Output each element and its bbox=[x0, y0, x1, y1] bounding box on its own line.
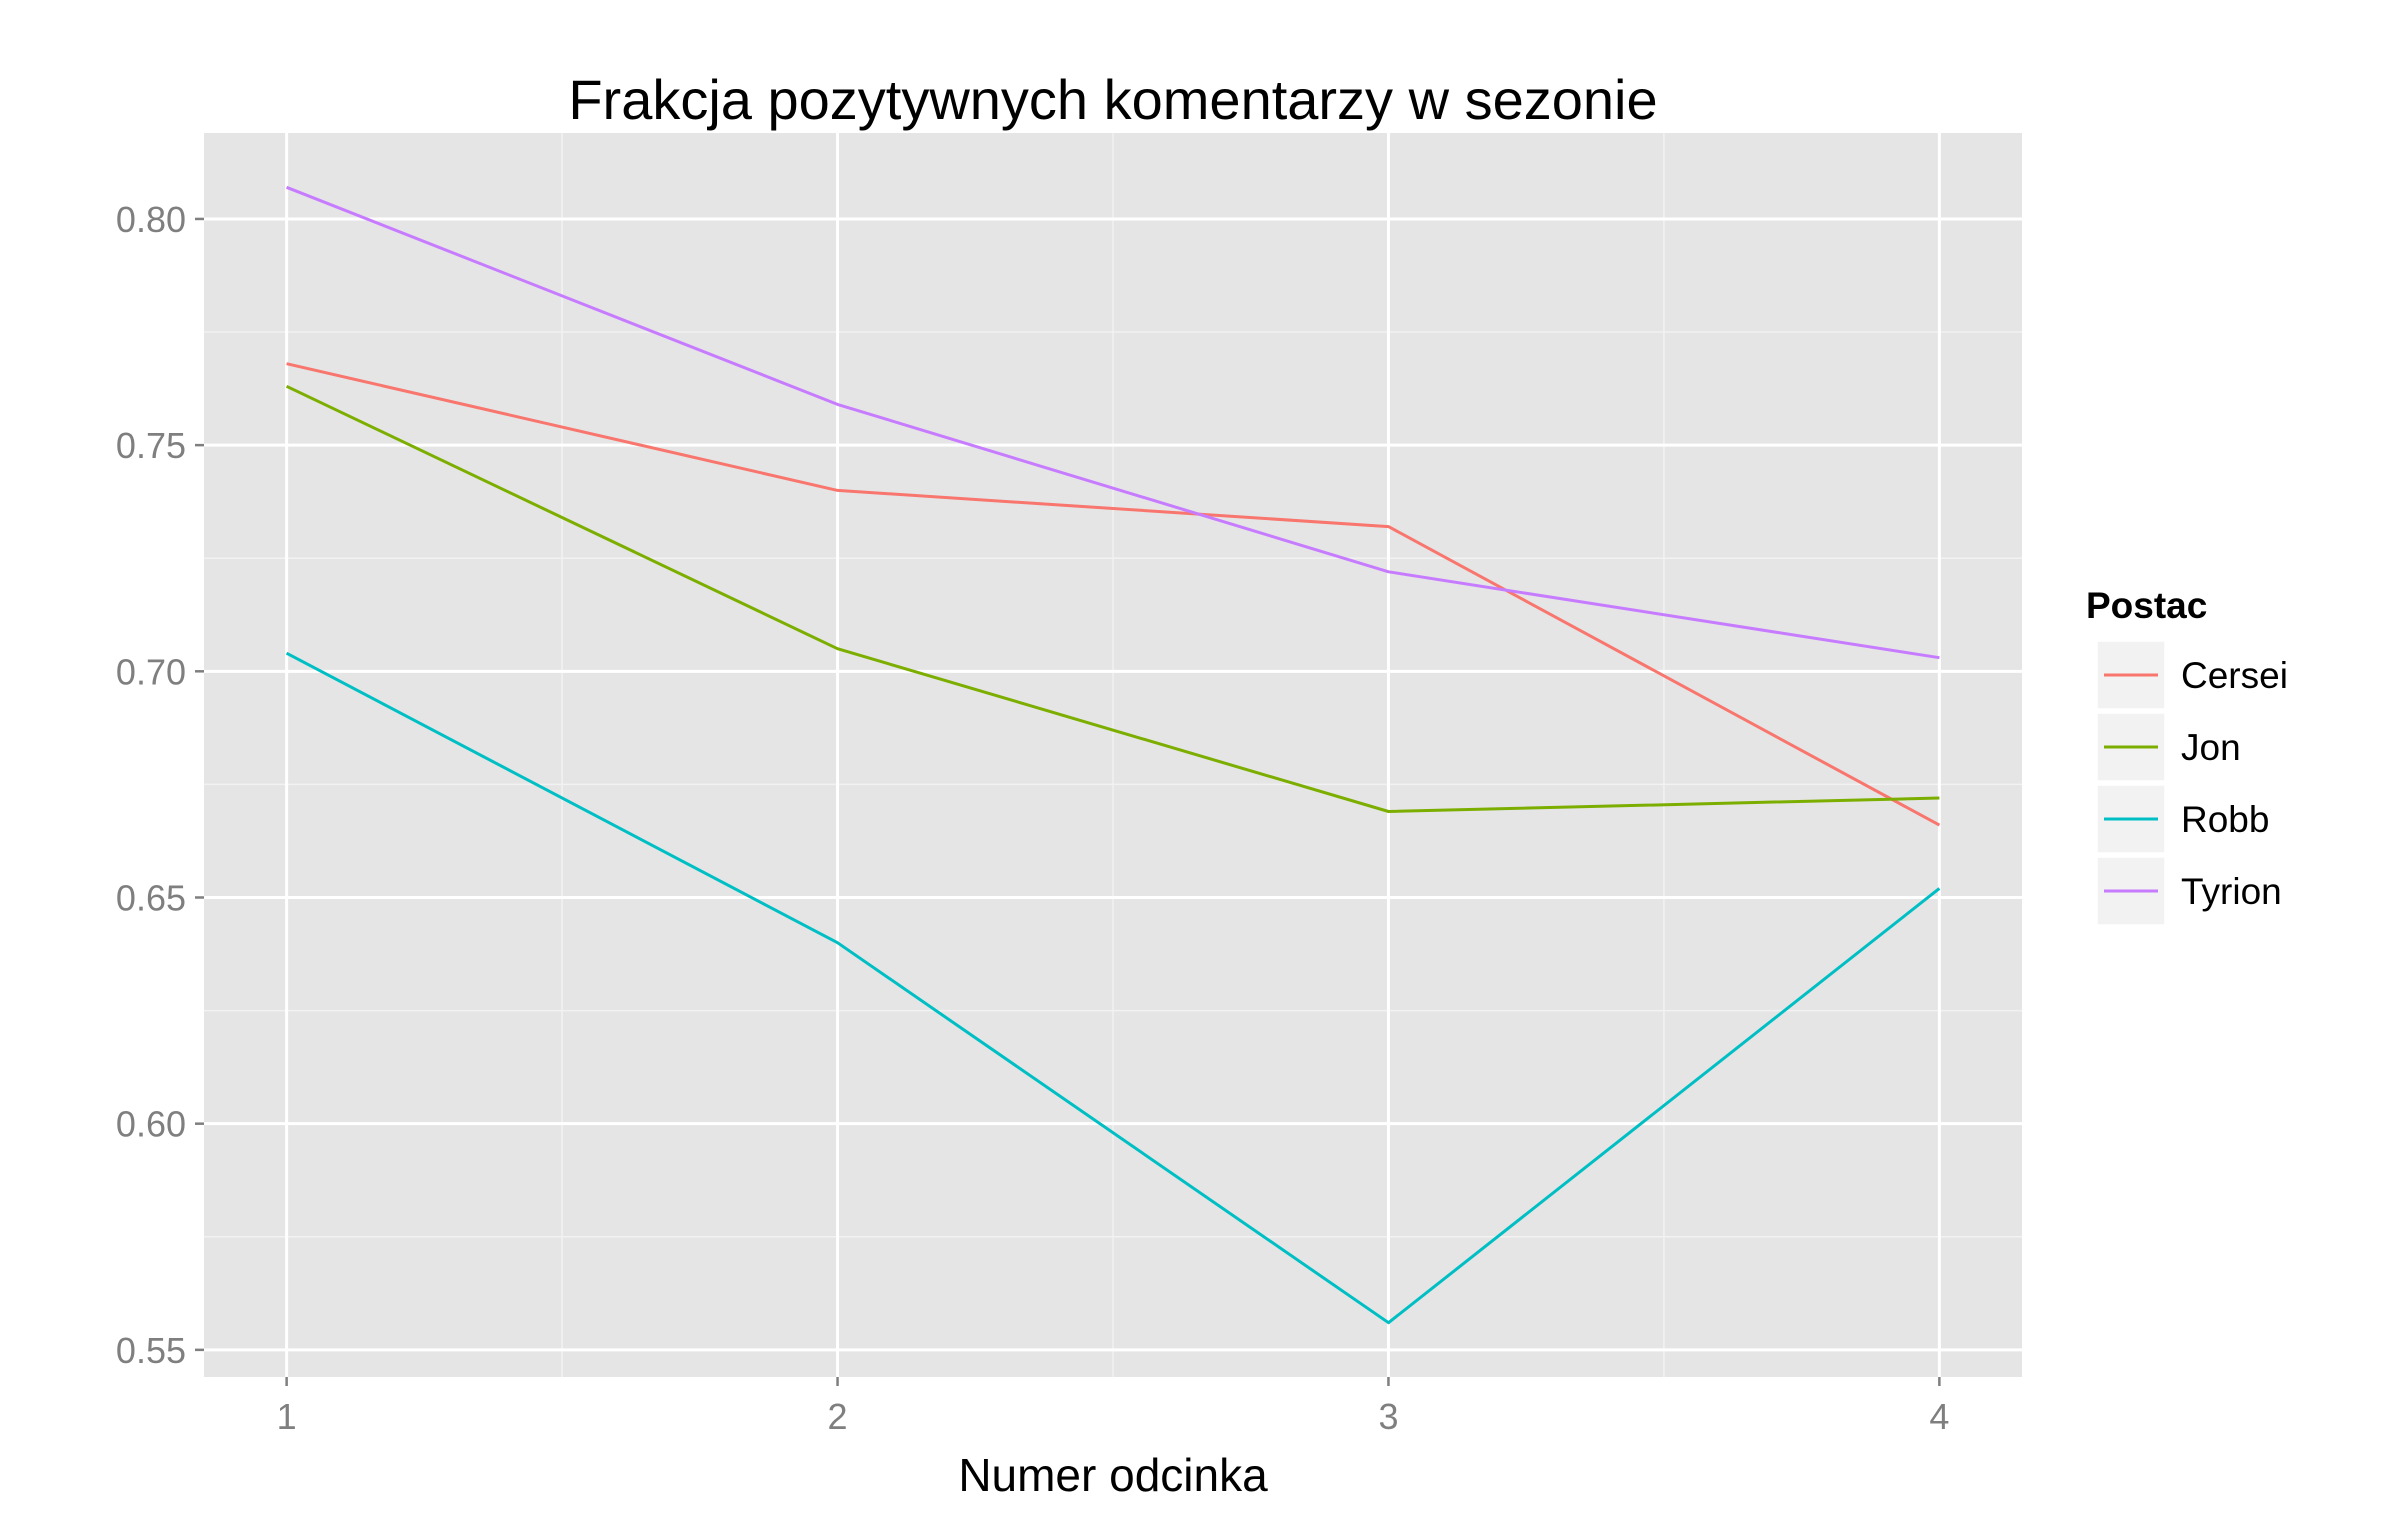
y-tick-label: 0.65 bbox=[116, 877, 186, 918]
minor-gridlines bbox=[204, 133, 2022, 1377]
series-line-jon bbox=[285, 384, 1940, 813]
x-tick-label: 2 bbox=[828, 1396, 848, 1437]
series-lines bbox=[285, 185, 1941, 1325]
x-axis-ticks: 1 2 3 4 bbox=[277, 1377, 1949, 1437]
y-tick-label: 0.80 bbox=[116, 199, 186, 240]
y-tick-label: 0.55 bbox=[116, 1330, 186, 1371]
x-tick-label: 3 bbox=[1378, 1396, 1398, 1437]
series-line-robb bbox=[285, 651, 1941, 1325]
x-axis-label: Numer odcinka bbox=[958, 1449, 1268, 1501]
y-tick-label: 0.70 bbox=[116, 651, 186, 692]
y-axis-ticks: 0.55 0.60 0.65 0.70 0.75 0.80 bbox=[116, 199, 204, 1371]
legend-label-robb: Robb bbox=[2181, 799, 2269, 840]
legend-label-cersei: Cersei bbox=[2181, 655, 2288, 696]
x-tick-label: 4 bbox=[1929, 1396, 1949, 1437]
y-tick-label: 0.60 bbox=[116, 1104, 186, 1145]
legend: Postac Cersei Jon Robb Tyrion bbox=[2086, 585, 2288, 926]
x-tick-label: 1 bbox=[277, 1396, 297, 1437]
legend-label-jon: Jon bbox=[2181, 727, 2241, 768]
major-gridlines bbox=[204, 133, 2022, 1377]
y-tick-label: 0.75 bbox=[116, 425, 186, 466]
legend-title: Postac bbox=[2086, 585, 2207, 626]
series-line-cersei bbox=[286, 362, 1941, 827]
series-line-tyrion bbox=[286, 185, 1940, 660]
chart-title: Frakcja pozytywnych komentarzy w sezonie bbox=[568, 68, 1657, 131]
legend-label-tyrion: Tyrion bbox=[2181, 871, 2282, 912]
